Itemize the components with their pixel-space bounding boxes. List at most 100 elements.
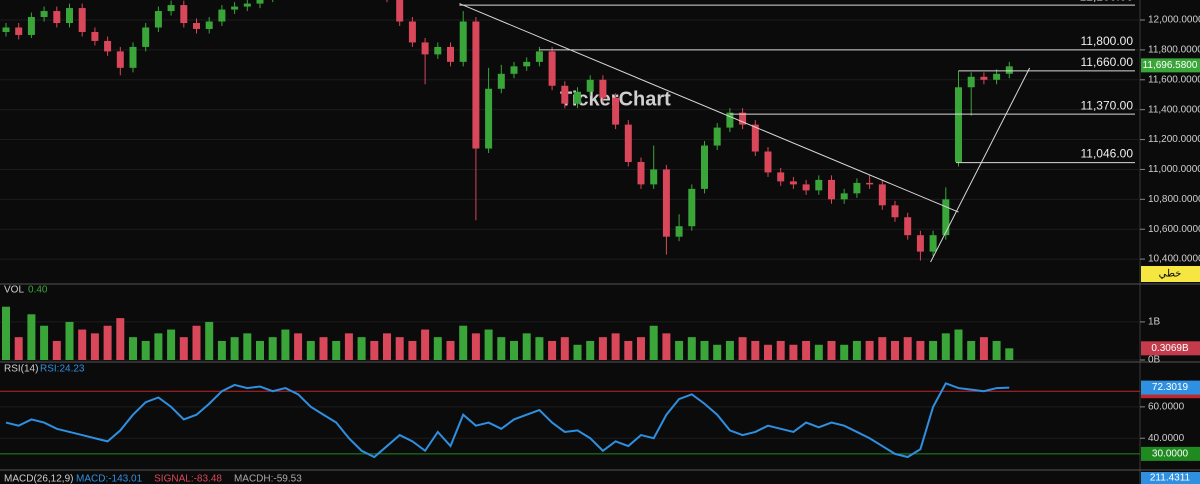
volume-bar	[649, 325, 658, 360]
volume-bar	[217, 340, 226, 360]
candle-body	[535, 51, 543, 62]
volume-bar	[954, 329, 963, 360]
axis-badge-label: 0.3069B	[1151, 343, 1189, 354]
candle-body	[434, 46, 442, 55]
candle-body	[599, 79, 607, 98]
candle-body	[789, 181, 797, 185]
axis-badge-label: 30.0000	[1152, 449, 1189, 460]
candle-body	[713, 127, 721, 146]
volume-bar	[560, 337, 569, 360]
candle-body	[624, 124, 632, 162]
candle-body	[612, 97, 620, 125]
axis-badge	[1141, 472, 1200, 484]
volume-bar	[751, 340, 760, 360]
candle-body	[396, 0, 404, 22]
candle-body	[243, 3, 251, 7]
candle-body	[955, 87, 962, 162]
candle-body	[408, 21, 416, 43]
price-plot: 12,100.00 11,800.00 11,660.00 11,370.00 11,0…	[2, 0, 1135, 263]
y-tick-label: 11,000.0000	[1148, 164, 1200, 175]
volume-bar	[687, 337, 696, 360]
volume-plot	[2, 306, 1014, 360]
y-tick-label: 10,400.0000	[1148, 254, 1200, 265]
candle-body	[815, 179, 823, 191]
volume-bar	[192, 325, 201, 360]
volume-bar	[497, 337, 506, 360]
volume-bar	[268, 337, 277, 360]
axis-badge	[1141, 380, 1200, 395]
y-tick-label: 10,800.0000	[1148, 194, 1200, 205]
candle-body	[40, 11, 48, 18]
candle-body	[967, 76, 975, 88]
candle-body	[942, 199, 950, 236]
candle-body	[637, 161, 645, 185]
volume-bar	[852, 340, 861, 360]
candle-body	[129, 46, 137, 68]
volume-bar	[535, 337, 544, 360]
panel-readout: MACDH:-59.53	[234, 474, 302, 484]
candle-body	[180, 5, 188, 24]
candle-body	[497, 73, 505, 89]
volume-bar	[116, 318, 125, 360]
rsi-line	[5, 382, 1010, 459]
volume-bar	[141, 340, 150, 360]
volume-bar	[332, 340, 341, 360]
candle-body	[510, 66, 518, 74]
volume-bar	[903, 337, 912, 360]
volume-bar	[941, 333, 950, 360]
candle-body	[751, 124, 759, 152]
volume-bar	[319, 337, 328, 360]
volume-bar	[878, 337, 887, 360]
candle-body	[27, 17, 35, 35]
candle-body	[231, 6, 239, 10]
candle-body	[421, 42, 429, 55]
volume-bar	[548, 340, 557, 360]
volume-bar	[446, 340, 455, 360]
y-tick-label: 60.0000	[1148, 402, 1185, 413]
volume-bar	[40, 325, 49, 360]
candle-body	[764, 151, 772, 173]
volume-bar	[865, 340, 874, 360]
volume-bar	[675, 340, 684, 360]
y-tick-label: 1B	[1148, 317, 1161, 328]
trend-line	[930, 67, 1031, 263]
volume-bar	[205, 321, 214, 360]
candle-body	[447, 46, 454, 62]
axis-badge	[1141, 446, 1200, 461]
candle-body	[548, 51, 556, 86]
volume-bar	[395, 337, 404, 360]
panel-readout: MACD:-143.01	[76, 474, 143, 484]
volume-bar	[713, 344, 722, 360]
volume-bar	[827, 340, 836, 360]
candle-body	[66, 8, 73, 24]
candle-body	[78, 8, 86, 32]
volume-bar	[789, 344, 798, 360]
candle-body	[777, 172, 785, 182]
candle-body	[574, 91, 581, 104]
volume-bar	[700, 340, 709, 360]
volume-bar	[992, 340, 1001, 360]
volume-bar	[916, 340, 925, 360]
candle-body	[866, 182, 874, 185]
candle-body	[459, 21, 467, 62]
candle-body	[675, 226, 683, 237]
volume-bar	[306, 340, 315, 360]
volume-bar	[370, 340, 379, 360]
volume-bar	[281, 329, 290, 360]
candle-body	[688, 188, 696, 227]
candle-body	[662, 169, 670, 237]
candle-body	[205, 21, 213, 29]
volume-bar	[90, 333, 99, 360]
y-tick-label: 10,600.0000	[1148, 224, 1200, 235]
axis-badge-label: 11,696.5800	[1143, 60, 1198, 71]
volume-bar	[129, 337, 137, 360]
candle-body	[218, 9, 226, 22]
panel-title: MACD(26,12,9)	[4, 474, 73, 484]
candle-body	[993, 73, 1001, 80]
candle-body	[891, 205, 899, 218]
y-tick-label: 11,400.0000	[1148, 104, 1200, 115]
rsi-plot	[0, 382, 1140, 459]
volume-bar	[725, 340, 734, 360]
candle-body	[193, 23, 200, 29]
